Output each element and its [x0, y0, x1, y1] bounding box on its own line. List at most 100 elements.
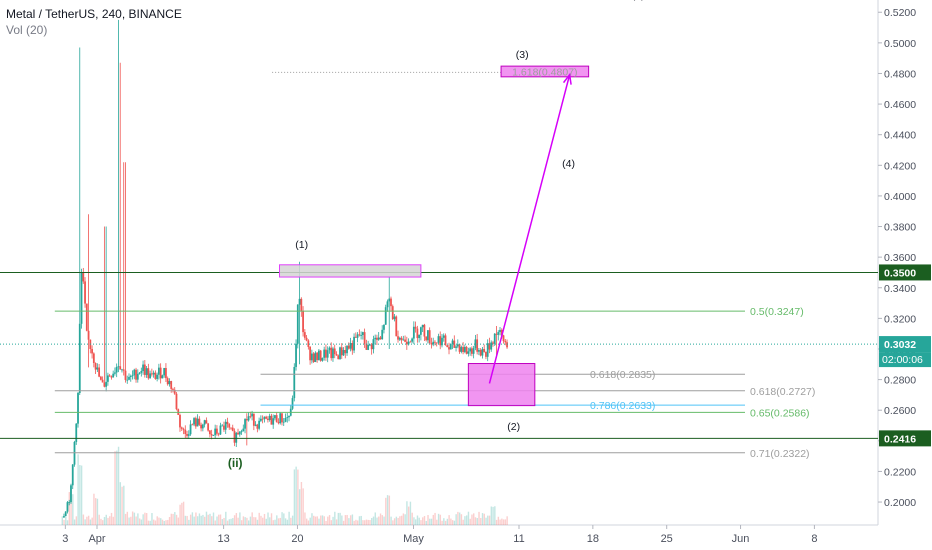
projection-arrow-line [488, 74, 571, 384]
candle-body [448, 347, 450, 350]
volume-bar [112, 516, 114, 525]
candle-body [114, 372, 116, 374]
volume-bar [61, 516, 63, 525]
volume-bar [123, 485, 125, 525]
volume-bar [423, 516, 426, 525]
candle-body [412, 326, 415, 339]
volume-bar [342, 520, 345, 525]
candle-body [472, 348, 475, 354]
candle-body [186, 434, 188, 436]
fib-label: 0.5(0.3247) [750, 306, 804, 318]
volume-bar [381, 515, 384, 525]
candle-body [107, 375, 109, 382]
volume-bar [249, 516, 252, 525]
wave-label: (4) [562, 158, 575, 170]
candle-body [91, 348, 93, 354]
volume-bar [209, 513, 211, 525]
candle-body [249, 416, 252, 418]
volume-bar [221, 519, 223, 525]
volume-bar [346, 514, 348, 525]
volume-bar [318, 518, 320, 525]
volume-bar [284, 518, 287, 525]
volume-bar [207, 514, 209, 525]
candle-body [279, 413, 282, 424]
fib-label: 0.65(0.2586) [750, 407, 810, 419]
candle-body [135, 369, 137, 380]
candle-body [460, 347, 463, 352]
candle-body [244, 419, 246, 429]
volume-bar [288, 511, 290, 525]
candle-body [428, 330, 431, 344]
volume-bar [116, 450, 118, 525]
candle-body [481, 348, 484, 356]
candle-body [92, 353, 95, 364]
candle-body [330, 347, 333, 359]
volume-bar [305, 518, 308, 525]
candle-body [485, 351, 487, 357]
candle-body [251, 413, 253, 417]
volume-bar [464, 516, 466, 525]
projection-arrow-head [562, 72, 572, 85]
candle-body [281, 413, 283, 423]
volume-bar [409, 501, 412, 525]
time-tick-label: 13 [217, 533, 229, 545]
volume-bar [195, 512, 197, 525]
volume-bar [297, 469, 299, 525]
candle-body [325, 349, 327, 358]
candle-body [203, 420, 206, 425]
candle-body [384, 307, 387, 325]
candle-body [407, 341, 410, 345]
volume-bar [262, 517, 264, 525]
volume-bar [182, 501, 185, 525]
candle-body [163, 368, 166, 376]
volume-bar [126, 511, 129, 525]
volume-bar [66, 520, 69, 525]
volume-bar [383, 516, 385, 525]
volume-bar [216, 516, 218, 525]
candle-body [451, 340, 454, 344]
volume-bar [397, 517, 399, 525]
candle-body [240, 431, 243, 433]
price-tick-label: 0.3800 [884, 222, 916, 234]
volume-bar [121, 486, 123, 525]
price-tag [879, 336, 931, 353]
candle-body [150, 373, 153, 375]
candle-body [395, 316, 398, 337]
volume-bar [349, 515, 352, 525]
volume-bar [365, 519, 368, 525]
candle-body [265, 416, 268, 419]
volume-bar [480, 517, 482, 525]
candle-body [149, 373, 152, 379]
volume-bar [237, 517, 239, 525]
volume-bar [269, 517, 271, 525]
volume-bar [348, 518, 350, 525]
candle-body [216, 428, 218, 434]
volume-bar [304, 512, 306, 525]
volume-bar [260, 515, 262, 525]
volume-bar [72, 494, 74, 525]
candle-body [335, 354, 338, 356]
volume-bar [291, 515, 294, 525]
candle-body [370, 344, 373, 350]
volume-bar [399, 516, 401, 525]
volume-bar [75, 516, 78, 525]
fibonacci-levels: 0.5(0.3247) 0.618(0.2727) 0.65(0.2586) 0.71… [54, 306, 815, 460]
candle-body [293, 366, 296, 399]
volume-bar [466, 515, 468, 525]
volume-bar [307, 520, 310, 525]
candle-body [360, 335, 363, 336]
candle-body [288, 415, 290, 418]
volume-bar [467, 511, 470, 525]
candle-body [381, 329, 384, 340]
candle-body [418, 334, 421, 339]
volume-bar [451, 520, 454, 525]
volume-bar [244, 517, 246, 525]
volume-bar [458, 512, 461, 525]
candle-body [435, 342, 438, 344]
volume-bar [393, 518, 396, 525]
volume-bar [418, 517, 420, 525]
volume-bar [65, 516, 67, 525]
volume-bar [63, 519, 65, 525]
chart-header: Metal / TetherUS, 240, BINANCE Vol (20) [6, 6, 182, 38]
